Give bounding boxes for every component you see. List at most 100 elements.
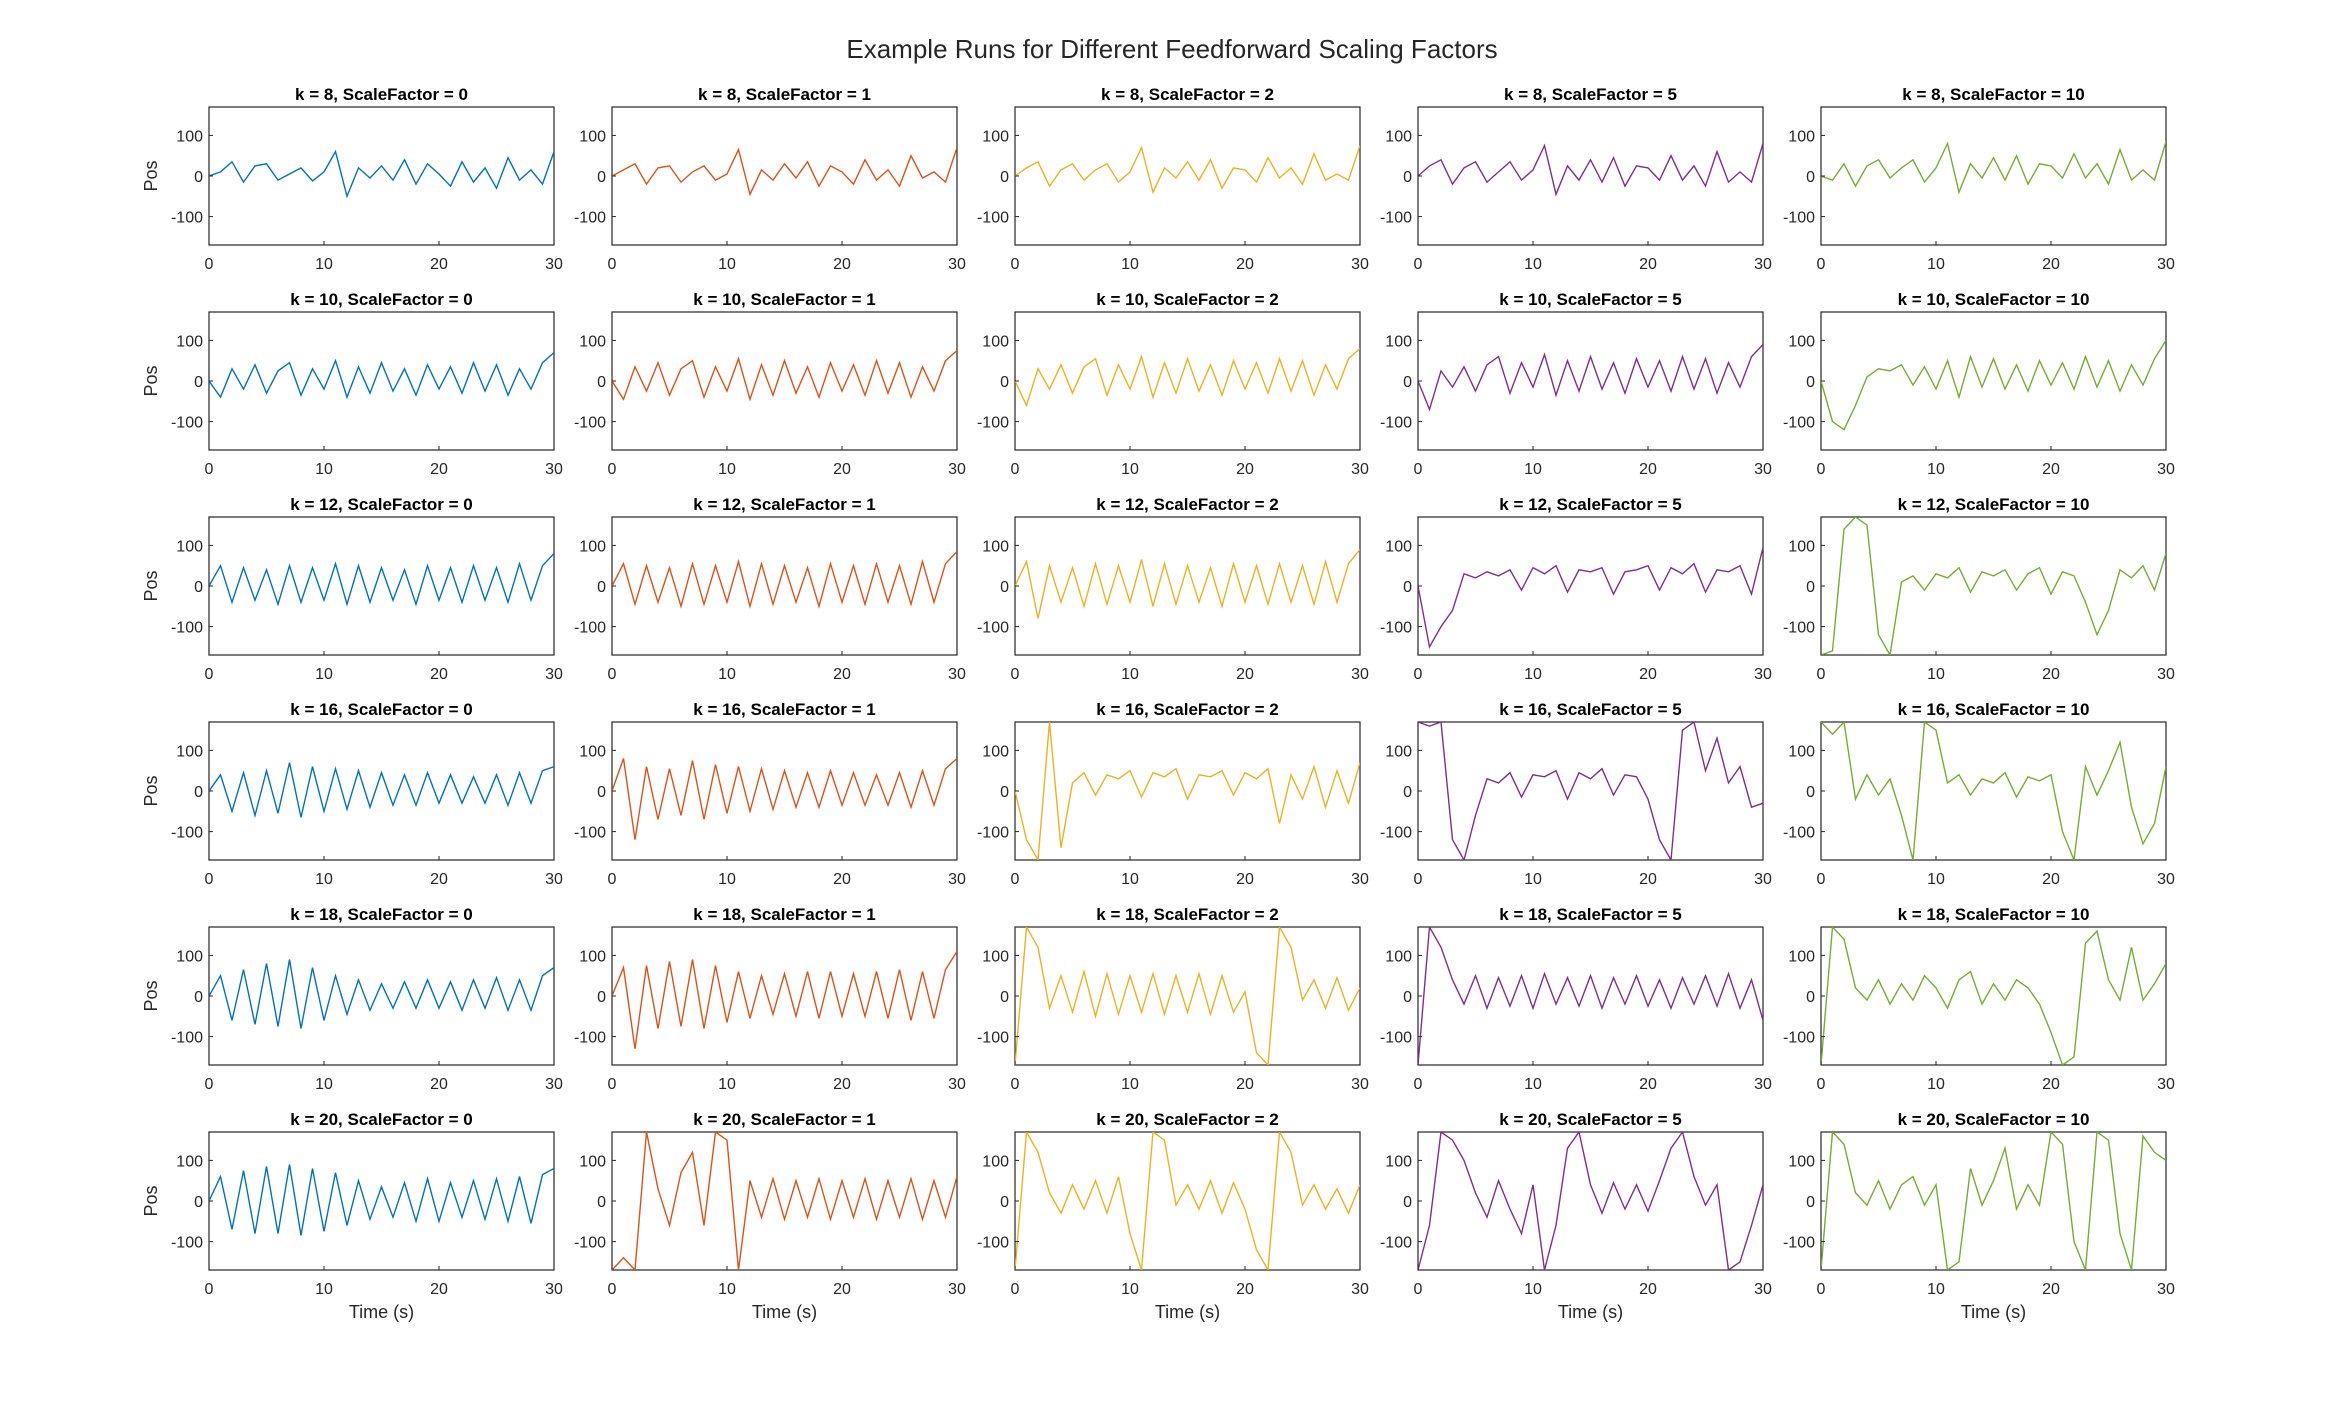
y-tick-label: 0 <box>1000 1194 1009 1211</box>
y-tick-label: -100 <box>574 1030 606 1047</box>
y-tick-label: 100 <box>176 333 203 350</box>
x-tick-label: 0 <box>1011 256 1020 273</box>
x-tick-label: 10 <box>718 871 736 888</box>
x-tick-label: 20 <box>430 871 448 888</box>
x-tick-label: 0 <box>1817 666 1826 683</box>
y-tick-label: 0 <box>597 1194 606 1211</box>
x-tick-label: 20 <box>833 1281 851 1298</box>
series-line <box>209 1164 554 1236</box>
axes-box <box>1417 106 1764 246</box>
x-tick-label: 30 <box>948 1076 966 1093</box>
y-tick-label: 0 <box>1806 989 1815 1006</box>
x-tick-label: 10 <box>1524 871 1542 888</box>
y-tick-label: 100 <box>176 128 203 145</box>
x-tick-label: 30 <box>1351 1076 1369 1093</box>
x-tick-label: 30 <box>2157 461 2175 478</box>
y-tick-label: 100 <box>1788 743 1815 760</box>
x-tick-label: 10 <box>1524 461 1542 478</box>
x-tick-label: 10 <box>315 461 333 478</box>
subplot-title: k = 18, ScaleFactor = 5 <box>1499 905 1681 924</box>
y-tick-label: 100 <box>982 743 1009 760</box>
subplot-k8-s2: 0 10 20 30 -100 0 100 k = 8, ScaleFactor = 2 <box>977 85 1369 273</box>
axes-box <box>1820 1131 2167 1271</box>
y-tick-label: -100 <box>977 620 1009 637</box>
subplot-title: k = 8, ScaleFactor = 0 <box>295 85 468 104</box>
series-line <box>1015 1132 1360 1270</box>
y-tick-label: 100 <box>982 1153 1009 1170</box>
x-tick-label: 10 <box>1121 461 1139 478</box>
subplot-title: k = 16, ScaleFactor = 2 <box>1096 700 1278 719</box>
subplot-title: k = 12, ScaleFactor = 1 <box>693 495 875 514</box>
y-tick-label: 0 <box>1403 579 1412 596</box>
x-tick-label: 10 <box>1927 461 1945 478</box>
y-tick-label: -100 <box>171 415 203 432</box>
y-axis-label: Pos <box>141 160 161 191</box>
axes-box <box>1417 1131 1764 1271</box>
y-tick-label: -100 <box>977 415 1009 432</box>
x-tick-label: 30 <box>2157 1076 2175 1093</box>
series-line <box>1015 145 1360 195</box>
x-tick-label: 10 <box>1121 1281 1139 1298</box>
y-tick-label: 100 <box>579 538 606 555</box>
axes-box <box>208 311 555 451</box>
subplot-k18-s1: 0 10 20 30 -100 0 100 k = 18, ScaleFactor = 1 <box>574 905 966 1093</box>
axes-box <box>208 106 555 246</box>
x-tick-label: 0 <box>608 666 617 683</box>
y-tick-label: 100 <box>982 128 1009 145</box>
axes-box <box>1014 106 1361 246</box>
subplot-title: k = 12, ScaleFactor = 10 <box>1898 495 2090 514</box>
subplot-k12-s10: 0 10 20 30 -100 0 100 k = 12, ScaleFactor = 10 <box>1783 495 2175 683</box>
series-line <box>1015 927 1360 1065</box>
x-tick-label: 20 <box>1236 256 1254 273</box>
subplot-k10-s0: 0 10 20 30 -100 0 100 k = 10, ScaleFactor = 0 Po… <box>141 290 563 478</box>
y-tick-label: -100 <box>977 1030 1009 1047</box>
subplot-title: k = 20, ScaleFactor = 2 <box>1096 1110 1278 1129</box>
subplot-title: k = 16, ScaleFactor = 10 <box>1898 700 2090 719</box>
subplot-title: k = 8, ScaleFactor = 2 <box>1101 85 1274 104</box>
y-tick-label: 100 <box>1385 128 1412 145</box>
x-tick-label: 0 <box>1414 461 1423 478</box>
subplot-title: k = 16, ScaleFactor = 0 <box>290 700 472 719</box>
x-tick-label: 30 <box>1351 871 1369 888</box>
subplot-title: k = 20, ScaleFactor = 1 <box>693 1110 875 1129</box>
series-line <box>1418 143 1763 197</box>
x-tick-label: 10 <box>1524 1281 1542 1298</box>
x-tick-label: 10 <box>718 1281 736 1298</box>
y-tick-label: 0 <box>597 579 606 596</box>
x-tick-label: 20 <box>1639 461 1657 478</box>
x-tick-label: 30 <box>2157 256 2175 273</box>
x-tick-label: 30 <box>1754 666 1772 683</box>
x-tick-label: 0 <box>1414 1076 1423 1093</box>
subplot-k12-s2: 0 10 20 30 -100 0 100 k = 12, ScaleFactor = 2 <box>977 495 1369 683</box>
x-tick-label: 30 <box>1754 871 1772 888</box>
x-tick-label: 20 <box>1639 256 1657 273</box>
subplot-k20-s1: 0 10 20 30 -100 0 100 k = 20, ScaleFactor = 1 Ti… <box>574 1110 966 1322</box>
subplot-title: k = 8, ScaleFactor = 5 <box>1504 85 1677 104</box>
subplot-title: k = 16, ScaleFactor = 5 <box>1499 700 1681 719</box>
y-tick-label: 0 <box>597 989 606 1006</box>
subplot-k16-s2: 0 10 20 30 -100 0 100 k = 16, ScaleFactor = 2 <box>977 700 1369 888</box>
subplot-title: k = 12, ScaleFactor = 0 <box>290 495 472 514</box>
x-tick-label: 0 <box>1414 1281 1423 1298</box>
y-tick-label: 0 <box>1403 784 1412 801</box>
subplot-k12-s1: 0 10 20 30 -100 0 100 k = 12, ScaleFactor = 1 <box>574 495 966 683</box>
y-tick-label: -100 <box>574 415 606 432</box>
x-tick-label: 30 <box>545 666 563 683</box>
y-tick-label: -100 <box>1380 620 1412 637</box>
subplot-k18-s10: 0 10 20 30 -100 0 100 k = 18, ScaleFactor = 10 <box>1783 905 2175 1093</box>
subplot-k18-s2: 0 10 20 30 -100 0 100 k = 18, ScaleFactor = 2 <box>977 905 1369 1093</box>
y-tick-label: 100 <box>579 743 606 760</box>
x-tick-label: 0 <box>1011 1076 1020 1093</box>
x-tick-label: 0 <box>205 1281 214 1298</box>
y-tick-label: -100 <box>171 1030 203 1047</box>
x-tick-label: 20 <box>2042 1076 2060 1093</box>
subplot-k10-s2: 0 10 20 30 -100 0 100 k = 10, ScaleFactor = 2 <box>977 290 1369 478</box>
y-tick-label: 100 <box>579 333 606 350</box>
axes-box <box>611 311 958 451</box>
y-tick-label: -100 <box>1783 1235 1815 1252</box>
x-tick-label: 20 <box>833 256 851 273</box>
x-tick-label: 20 <box>1639 1076 1657 1093</box>
axes-box <box>1014 721 1361 861</box>
y-tick-label: -100 <box>977 210 1009 227</box>
y-tick-label: 100 <box>176 948 203 965</box>
